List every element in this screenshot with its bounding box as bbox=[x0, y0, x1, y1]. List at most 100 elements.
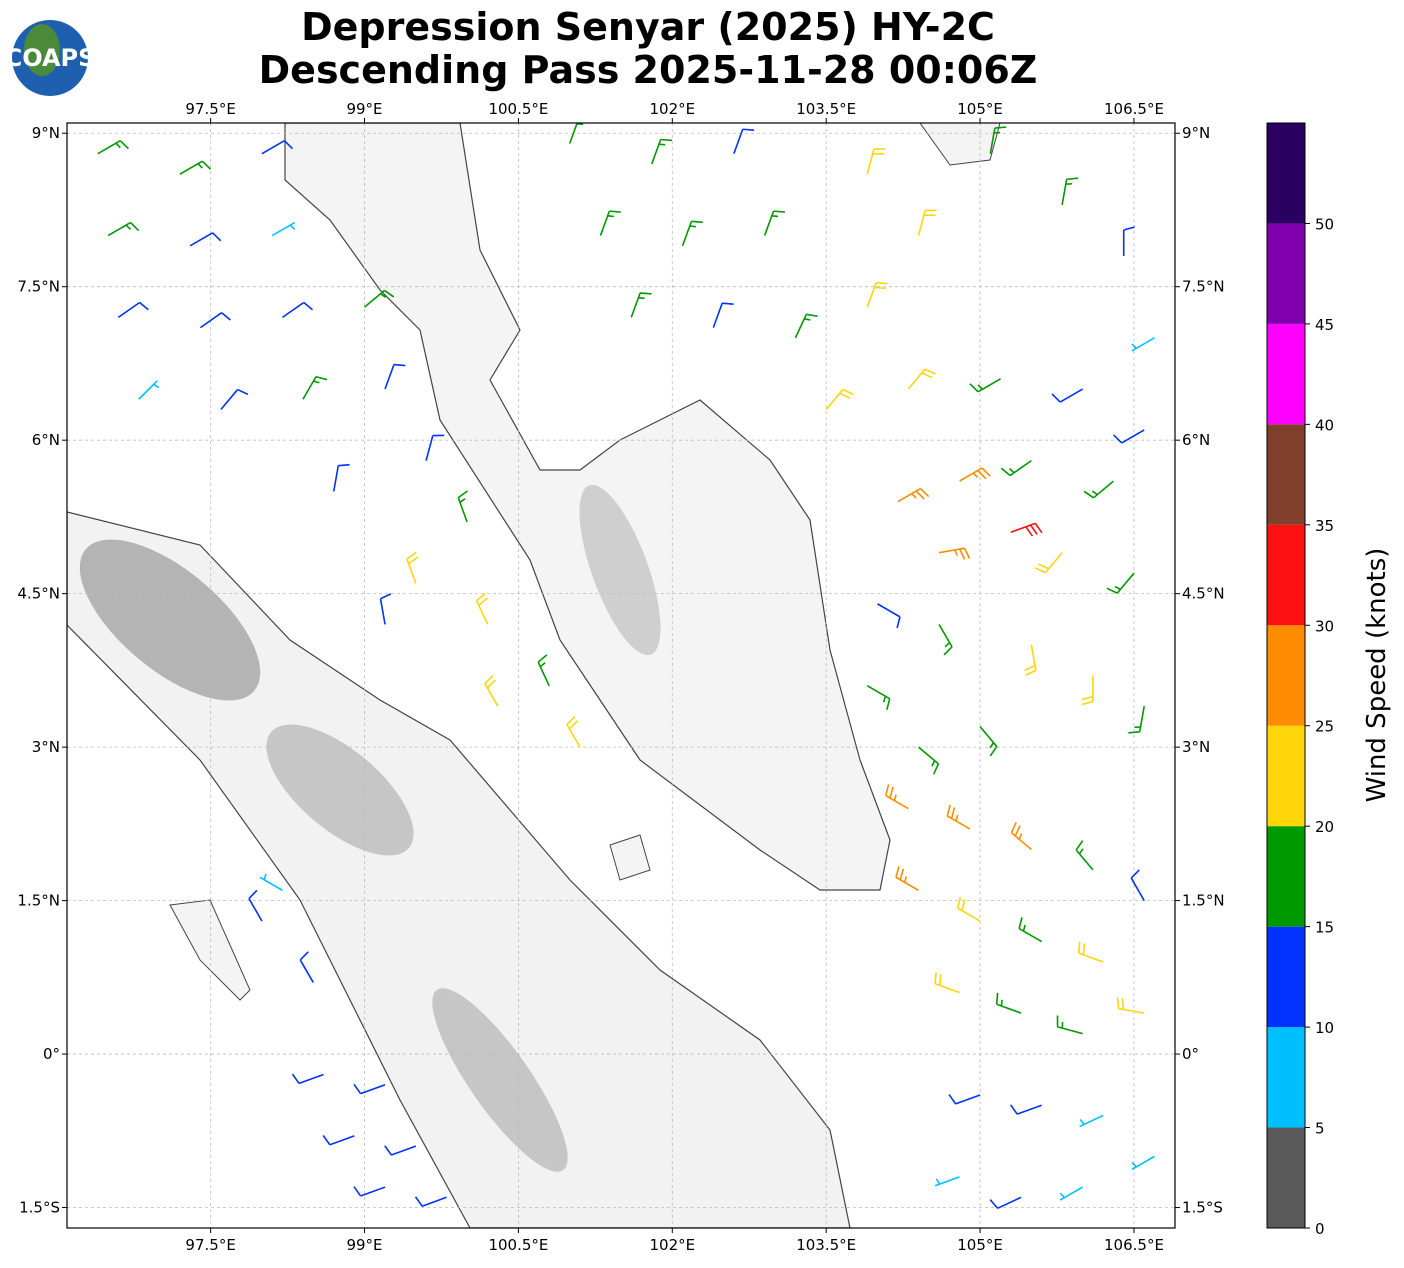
wind-barb bbox=[138, 380, 160, 400]
x-tick-label: 99°E bbox=[346, 1236, 382, 1254]
colorbar-segment bbox=[1267, 826, 1305, 927]
wind-barb bbox=[825, 388, 854, 410]
wind-barb bbox=[484, 675, 499, 707]
wind-barb bbox=[1122, 226, 1135, 257]
colorbar-segment bbox=[1267, 223, 1305, 324]
wind-barb bbox=[406, 551, 419, 584]
x-tick-label: 100.5°E bbox=[488, 1236, 548, 1254]
colorbar-segment bbox=[1267, 926, 1305, 1028]
x-tick-label: 102°E bbox=[649, 100, 695, 118]
wind-barb bbox=[248, 889, 263, 922]
wind-barb bbox=[877, 603, 901, 629]
wind-barb bbox=[322, 1135, 355, 1146]
x-tick-label: 105°E bbox=[957, 1236, 1003, 1254]
sumatra bbox=[67, 511, 851, 1228]
barb-layer bbox=[97, 123, 1155, 1210]
x-tick-label: 103.5°E bbox=[796, 100, 856, 118]
colorbar-tick-label: 50 bbox=[1315, 215, 1334, 233]
wind-barb bbox=[934, 1176, 960, 1187]
wind-barb bbox=[299, 951, 314, 983]
wind-barb bbox=[946, 804, 971, 830]
wind-barb bbox=[384, 363, 406, 390]
wind-barb bbox=[866, 148, 886, 175]
wind-barb bbox=[97, 140, 129, 155]
wind-barb bbox=[907, 368, 936, 390]
y-tick-label: 9°N bbox=[32, 124, 60, 142]
wind-barb bbox=[1128, 706, 1146, 734]
colorbar-tick-label: 45 bbox=[1315, 316, 1334, 334]
wind-barb bbox=[938, 547, 971, 560]
colorbar-frame bbox=[1266, 122, 1306, 1229]
wind-barb bbox=[1000, 459, 1032, 477]
wind-barb bbox=[989, 126, 1007, 154]
wind-barb bbox=[1081, 675, 1094, 706]
y-tick-label: 1.5°N bbox=[17, 892, 60, 910]
wind-barb bbox=[271, 221, 296, 237]
colorbar-segment bbox=[1267, 424, 1305, 525]
wind-barb bbox=[1075, 840, 1094, 871]
wind-barb bbox=[948, 1094, 981, 1105]
wind-barb bbox=[1116, 997, 1145, 1014]
x-tick-label: 99°E bbox=[346, 100, 382, 118]
colorbar-segment bbox=[1267, 625, 1305, 726]
y-tick-label: 0° bbox=[1182, 1045, 1199, 1063]
island bbox=[169, 899, 251, 1001]
y-tick-label: 4.5°N bbox=[1182, 585, 1225, 603]
land-layer bbox=[67, 123, 1001, 1228]
y-tick-label: 6°N bbox=[32, 431, 60, 449]
wind-barb bbox=[261, 140, 294, 155]
colorbar-tick-label: 10 bbox=[1315, 1019, 1334, 1037]
wind-barb bbox=[866, 281, 888, 308]
colorbar-segment bbox=[1267, 524, 1305, 626]
terrain bbox=[432, 988, 568, 1172]
wind-barb bbox=[199, 312, 231, 329]
wind-barb bbox=[1130, 869, 1145, 901]
wind-barb bbox=[1024, 644, 1037, 676]
wind-barb bbox=[179, 160, 212, 175]
y-tick-label: 9°N bbox=[1182, 124, 1210, 142]
wind-barb bbox=[1083, 480, 1114, 499]
wind-barb bbox=[918, 746, 940, 775]
colorbar-tick-label: 5 bbox=[1315, 1120, 1325, 1138]
wind-barb bbox=[959, 467, 991, 482]
wind-barb bbox=[1077, 941, 1104, 963]
wind-barb bbox=[1018, 917, 1043, 943]
terrain bbox=[266, 724, 414, 856]
x-tick-label: 102°E bbox=[649, 1236, 695, 1254]
wind-barb bbox=[884, 784, 909, 810]
colorbar-tick-label: 30 bbox=[1315, 617, 1334, 635]
wind-barb bbox=[712, 302, 734, 328]
colorbar-tick-label: 20 bbox=[1315, 818, 1334, 836]
y-tick-label: 1.5°S bbox=[1182, 1199, 1223, 1217]
x-tick-label: 100.5°E bbox=[488, 100, 548, 118]
x-tick-label: 106.5°E bbox=[1104, 100, 1164, 118]
y-tick-label: 3°N bbox=[1182, 738, 1210, 756]
plot-frame bbox=[66, 122, 1176, 1229]
wind-barb bbox=[969, 378, 1001, 393]
colorbar-tick-label: 15 bbox=[1315, 919, 1334, 937]
colorbar-segment bbox=[1267, 123, 1305, 224]
wind-barb bbox=[425, 434, 445, 461]
wind-barb bbox=[259, 873, 283, 892]
wind-barb bbox=[733, 128, 755, 154]
wind-barb bbox=[934, 972, 960, 994]
wind-barb bbox=[1059, 1186, 1084, 1201]
wind-barb bbox=[117, 301, 149, 319]
wind-barb bbox=[302, 375, 328, 400]
wind-barb bbox=[566, 715, 581, 748]
wind-barb bbox=[107, 221, 140, 237]
wind-barb bbox=[630, 292, 652, 318]
wind-barb bbox=[364, 289, 395, 308]
y-tick-label: 7.5°N bbox=[17, 278, 60, 296]
colorbar-tick-label: 0 bbox=[1315, 1220, 1325, 1238]
wind-barb bbox=[1131, 1155, 1155, 1171]
wind-barb bbox=[457, 490, 468, 523]
title-line: Depression Senyar (2025) HY-2C bbox=[301, 5, 995, 49]
colorbar-tick-label: 25 bbox=[1315, 718, 1334, 736]
terrain bbox=[579, 484, 661, 656]
grid-layer: 97.5°E 97.5°E 99°E 99°E 100.5°E 100.5°E 102°E 1… bbox=[17, 100, 1224, 1254]
wind-barb bbox=[794, 313, 818, 339]
wind-barb bbox=[651, 138, 673, 165]
wind-barb bbox=[332, 463, 350, 492]
y-tick-label: 4.5°N bbox=[17, 585, 60, 603]
